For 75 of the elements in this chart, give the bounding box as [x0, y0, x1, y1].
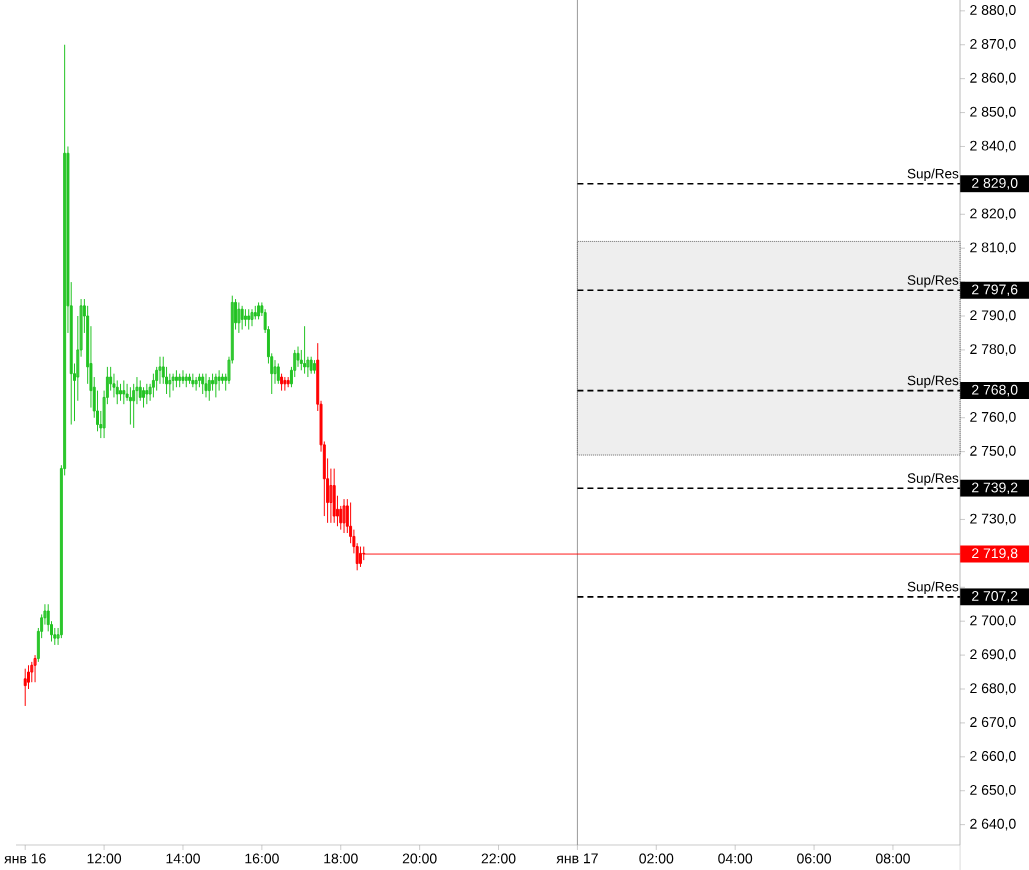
ref-line-label: Sup/Res: [907, 168, 959, 182]
annotation: 2 768,0: [972, 384, 1018, 397]
candlestick: [257, 301, 261, 320]
candlestick: [276, 362, 280, 385]
x-tick-label: 04:00: [718, 853, 753, 864]
candlestick: [128, 386, 132, 426]
y-tick-label: 2 750,0: [970, 445, 1016, 458]
candlestick: [119, 383, 123, 402]
candlestick: [23, 668, 27, 707]
y-tick-label: 2 640,0: [970, 818, 1016, 831]
x-tick-label: 16:00: [245, 853, 279, 864]
candlestick: [188, 373, 192, 385]
ref-line-label: Sup/Res: [907, 375, 959, 388]
candlestick: [201, 373, 205, 395]
candlestick: [250, 308, 254, 327]
candlestick: [280, 373, 284, 392]
annotation: 2 797,6: [972, 284, 1018, 297]
x-tick-label: 14:00: [166, 853, 200, 864]
candlestick: [332, 468, 336, 524]
candlestick: [184, 373, 188, 388]
candlestick: [243, 308, 247, 327]
candlestick: [358, 546, 362, 568]
candlestick: [283, 376, 287, 392]
candlestick: [303, 325, 307, 375]
annotation: 2 719,8: [972, 548, 1018, 560]
candlestick: [174, 369, 178, 388]
candlestick: [342, 498, 346, 534]
annotation: 2 739,2: [972, 482, 1018, 495]
candlestick: [207, 376, 211, 402]
candlestick: [247, 308, 251, 331]
y-tick-label: 2 760,0: [970, 411, 1016, 424]
y-tick-label: 2 780,0: [970, 344, 1016, 356]
ref-line-label: Sup/Res: [907, 581, 959, 595]
y-tick-label: 2 850,0: [970, 106, 1016, 119]
candlestick: [312, 359, 316, 375]
candlestick: [237, 301, 241, 334]
candlestick: [33, 654, 37, 683]
y-tick-label: 2 870,0: [970, 38, 1016, 51]
x-tick-label: 12:00: [87, 853, 122, 864]
candlestick: [181, 369, 185, 385]
y-tick-label: 2 820,0: [970, 208, 1016, 221]
y-tick-label: 2 840,0: [970, 140, 1016, 153]
y-tick-label: 2 700,0: [970, 615, 1016, 627]
x-tick-label: янв 16: [4, 853, 46, 864]
y-tick-label: 2 660,0: [970, 751, 1016, 763]
y-tick-label: 2 810,0: [970, 242, 1016, 254]
y-tick-label: 2 790,0: [970, 310, 1016, 322]
x-tick-label: 08:00: [875, 853, 910, 864]
x-tick-label: 06:00: [797, 853, 832, 864]
candlestick: [122, 379, 126, 405]
candlestick: [194, 376, 198, 392]
y-tick-label: 2 650,0: [970, 784, 1016, 797]
annotation: 2 707,2: [972, 590, 1018, 603]
y-tick-label: 2 730,0: [970, 513, 1016, 526]
y-tick-label: 2 670,0: [970, 717, 1016, 729]
y-tick-label: 2 680,0: [970, 683, 1016, 695]
annotation: 2 829,0: [972, 177, 1018, 190]
y-tick-label: 2 880,0: [970, 5, 1016, 17]
y-tick-label: 2 690,0: [970, 649, 1016, 661]
x-tick-label: 02:00: [639, 853, 674, 864]
candlestick: [240, 305, 244, 331]
x-tick-label: янв 17: [556, 853, 598, 864]
x-tick-label: 22:00: [481, 853, 516, 864]
candlestick: [204, 373, 208, 398]
candlestick: [286, 376, 290, 388]
candlestick: [214, 373, 218, 398]
candlestick: [309, 356, 313, 375]
y-tick-label: 2 860,0: [970, 72, 1016, 85]
x-tick-label: 18:00: [324, 853, 358, 864]
ref-line-label: Sup/Res: [907, 472, 959, 486]
candlestick: [178, 373, 182, 388]
candlestick: [191, 373, 195, 388]
ref-line-label: Sup/Res: [907, 274, 959, 288]
candlestick: [145, 383, 149, 405]
x-tick-label: 20:00: [402, 853, 437, 864]
